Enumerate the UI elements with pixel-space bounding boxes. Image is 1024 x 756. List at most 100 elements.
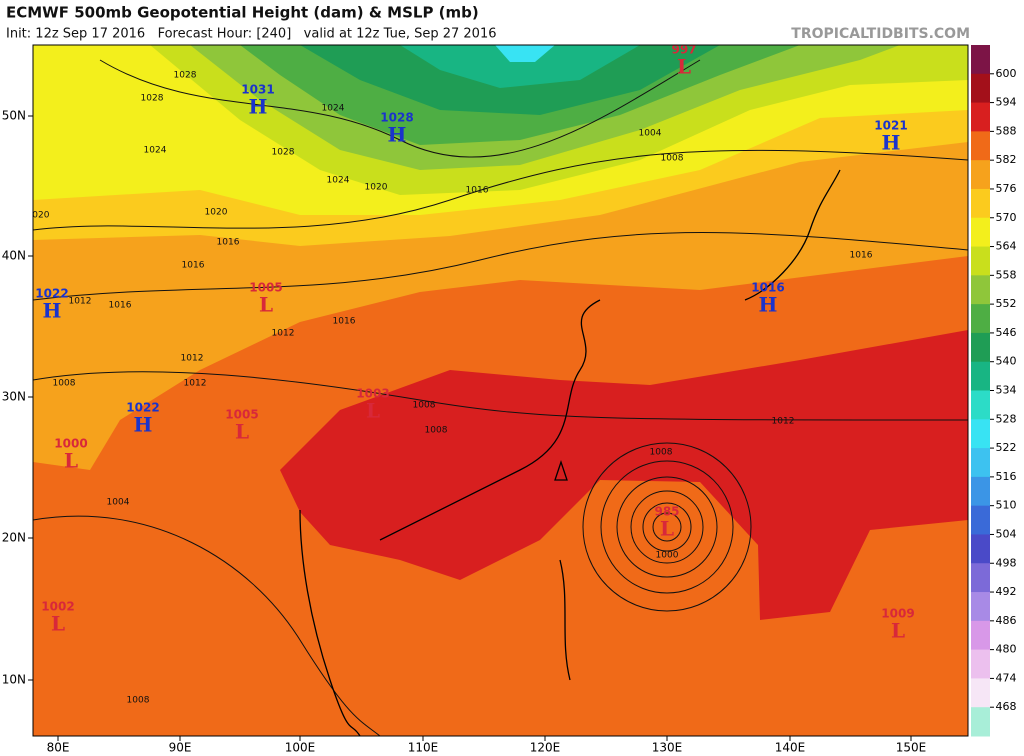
center-letter: L xyxy=(259,293,273,317)
contour-label: 1020 xyxy=(365,183,388,193)
colorbar-swatch xyxy=(971,563,990,593)
center-letter: H xyxy=(388,123,407,147)
axes: 50N 40N 30N 20N 10N 80E 90E 100E 110E 120E 130E 140… xyxy=(2,109,927,755)
center-value: 1009 xyxy=(881,607,914,621)
center-value: 1002 xyxy=(41,600,74,614)
contour-label: 1028 xyxy=(141,94,164,104)
contour-label: 1008 xyxy=(425,426,448,436)
contour-label: 1008 xyxy=(53,379,76,389)
center-value: 1022 xyxy=(126,401,159,415)
center-letter: L xyxy=(891,619,905,643)
contour-label: 1016 xyxy=(333,317,356,327)
center-value: 1031 xyxy=(241,83,274,97)
center-value: 1022 xyxy=(35,287,68,301)
contour-label: 1012 xyxy=(69,297,92,307)
lon-label: 150E xyxy=(896,741,927,755)
lat-label: 20N xyxy=(2,531,26,545)
contour-label: 1012 xyxy=(772,417,795,427)
colorbar-label: 498 xyxy=(996,556,1017,569)
lat-label: 50N xyxy=(2,109,26,123)
lon-label: 90E xyxy=(169,741,192,755)
lon-label: 110E xyxy=(408,741,439,755)
band-540 xyxy=(400,45,640,88)
contour-label: 1020 xyxy=(205,208,228,218)
contour-label: 1012 xyxy=(272,329,295,339)
colorbar-swatch xyxy=(971,419,990,449)
contour-label: 1024 xyxy=(322,104,345,114)
map-frame xyxy=(32,44,969,737)
center-letter: L xyxy=(660,517,674,541)
lon-label: 130E xyxy=(652,741,683,755)
colorbar-label: 552 xyxy=(996,297,1017,310)
colorbar-label: 570 xyxy=(996,211,1017,224)
contour-label: 1024 xyxy=(144,146,167,156)
lat-label: 30N xyxy=(2,390,26,404)
band-534 xyxy=(495,45,555,62)
center-value: 1028 xyxy=(380,111,413,125)
colorbar-label: 546 xyxy=(996,326,1017,339)
colorbar-swatch xyxy=(971,448,990,478)
contour-label: 1012 xyxy=(181,354,204,364)
contour-label: 1000 xyxy=(656,551,679,561)
center-value: 1021 xyxy=(874,119,907,133)
colorbar-label: 522 xyxy=(996,441,1017,454)
colorbar-label: 474 xyxy=(996,671,1017,684)
colorbar-label: 576 xyxy=(996,182,1017,195)
contour-label: 1008 xyxy=(661,154,684,164)
colorbar: 600 594 588 582 576 570 564 558 552 546 540 534 528 5… xyxy=(971,45,1017,737)
colorbar-swatch xyxy=(971,390,990,420)
coastlines xyxy=(299,169,841,736)
colorbar-label: 492 xyxy=(996,585,1017,598)
center-letter: L xyxy=(677,55,691,79)
colorbar-swatch xyxy=(971,649,990,679)
center-letter: H xyxy=(43,299,62,323)
lat-label: 10N xyxy=(2,673,26,687)
colorbar-swatch xyxy=(971,620,990,651)
colorbar-label: 528 xyxy=(996,412,1017,425)
center-letter: H xyxy=(249,95,268,119)
center-letter: L xyxy=(235,420,249,444)
colorbar-label: 480 xyxy=(996,643,1017,656)
colorbar-swatch xyxy=(971,678,990,708)
center-value: 1005 xyxy=(225,408,258,422)
colorbar-label: 564 xyxy=(996,240,1017,253)
contour-label: 1016 xyxy=(217,238,240,248)
colorbar-swatch xyxy=(971,131,990,161)
mslp-contours xyxy=(33,59,968,736)
contour-label: 1024 xyxy=(327,176,350,186)
colorbar-swatch xyxy=(971,45,990,75)
band-594 xyxy=(280,330,968,620)
contour-label: 1016 xyxy=(850,251,873,261)
center-letter: H xyxy=(134,413,153,437)
lon-label: 140E xyxy=(775,741,806,755)
contour-label: 1008 xyxy=(127,696,150,706)
contour-label: 1008 xyxy=(413,401,436,411)
colorbar-swatch xyxy=(971,361,990,391)
colorbar-label: 594 xyxy=(996,96,1017,109)
title: ECMWF 500mb Geopotential Height (dam) & … xyxy=(6,4,479,22)
subtitle: Init: 12z Sep 17 2016 Forecast Hour: [24… xyxy=(6,27,497,42)
colorbar-label: 600 xyxy=(996,67,1017,80)
colorbar-swatch xyxy=(971,188,990,219)
colorbar-label: 588 xyxy=(996,124,1017,137)
lon-label: 80E xyxy=(47,741,70,755)
colorbar-swatch xyxy=(971,217,990,248)
colorbar-label: 558 xyxy=(996,268,1017,281)
center-value: 1016 xyxy=(751,281,784,295)
center-letter: H xyxy=(882,131,901,155)
contour-labels: 1028 1028 1024 1024 1028 1024 1020 1020 1020 1016… xyxy=(33,71,873,706)
contour-label: 1004 xyxy=(107,498,130,508)
colorbar-swatch xyxy=(971,476,990,507)
center-value: 1005 xyxy=(249,281,282,295)
center-value: 997 xyxy=(671,43,696,57)
colorbar-swatch xyxy=(971,73,990,104)
center-letter: L xyxy=(366,399,380,423)
contour-label: 1012 xyxy=(184,379,207,389)
colorbar-swatch xyxy=(971,707,990,737)
contour-label: 1008 xyxy=(650,448,673,458)
center-letter: H xyxy=(759,293,778,317)
colorbar-swatch xyxy=(971,534,990,564)
